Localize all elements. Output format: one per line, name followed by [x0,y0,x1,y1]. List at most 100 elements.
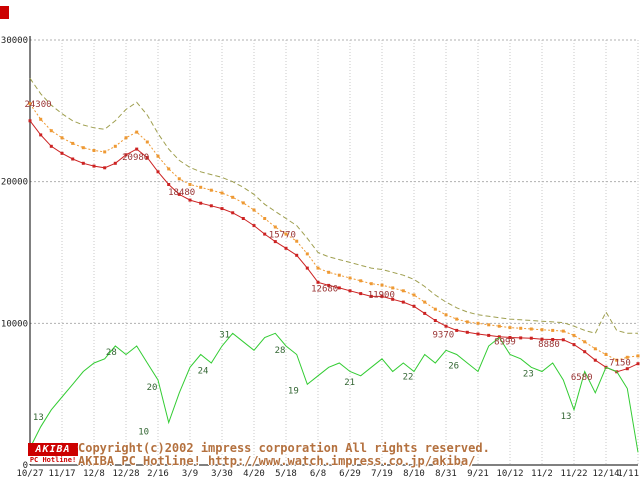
series-marker-average-price [391,286,395,290]
series-marker-average-price [284,232,288,236]
series-marker-average-price [188,183,192,186]
series-marker-average-price [60,136,64,140]
price-label: 7150 [609,359,631,369]
y-tick-label: 20000 [1,178,28,188]
series-marker-lowest-price [348,289,352,293]
series-marker-average-price [273,225,277,229]
count-label: 28 [106,348,117,358]
series-marker-average-price [359,279,363,283]
series-marker-lowest-price [220,207,224,211]
x-tick-label: 10/12 [496,469,523,479]
series-line-lowest-price [29,120,639,373]
count-label: 13 [561,412,572,422]
series-marker-average-price [433,307,437,311]
x-tick-label: 7/19 [371,469,393,479]
series-marker-average-price [540,328,544,332]
series-marker-lowest-price [316,280,320,284]
series-line-shop-count [29,332,639,453]
y-tick-label: 30000 [1,36,28,46]
series-marker-lowest-price [497,335,501,339]
series-marker-lowest-price [487,333,491,337]
series-marker-average-price [604,353,608,356]
series-marker-average-price [348,276,352,280]
akiba-logo-text: AKIBA [28,443,78,456]
series-marker-lowest-price [359,292,363,296]
x-tick-label: 3/30 [211,469,233,479]
series-marker-average-price [113,144,117,148]
series-marker-lowest-price [433,319,437,322]
series-marker-average-price [572,333,576,337]
series-line-highest-price [29,78,638,334]
series-marker-average-price [551,328,555,332]
series-marker-average-price [369,282,373,286]
series-marker-lowest-price [327,283,331,287]
akiba-logo-subtext: PC Hotline! [28,456,78,464]
y-tick-label: 0 [23,461,28,471]
series-marker-average-price [593,347,597,351]
series-marker-lowest-price [295,253,299,257]
series-marker-lowest-price [273,240,277,244]
series-marker-average-price [156,154,160,158]
series-line-average-price [29,103,639,361]
series-marker-average-price [625,355,629,359]
series-marker-lowest-price [636,362,640,366]
x-tick-label: 11/17 [48,469,75,479]
y-tick-label: 10000 [1,319,28,329]
site-url-line: AKIBA PC Hotline! http://www.watch.impre… [78,454,476,468]
series-lowest-price [28,119,640,374]
count-label: 26 [448,362,459,372]
series-marker-average-price [519,326,523,330]
series-marker-lowest-price [177,192,181,196]
series-marker-average-price [337,273,341,277]
series-marker-average-price [220,191,224,195]
series-marker-lowest-price [444,324,448,328]
series-highest-price [29,78,638,334]
x-tick-label: 6/8 [310,469,326,479]
series-marker-average-price [81,146,85,150]
series-marker-average-price [199,185,203,189]
x-tick-label: 12/8 [83,469,105,479]
series-marker-lowest-price [28,119,32,123]
series-marker-average-price [615,358,619,362]
series-marker-lowest-price [380,294,384,298]
point-labels: 24300 20980 18480 15770 12680 11900 9370 8999 88… [24,100,630,464]
axes [29,36,638,466]
series-marker-average-price [583,340,587,344]
x-tick-label: 5/18 [275,469,297,479]
price-label: 20980 [122,153,149,163]
series-marker-lowest-price [92,164,96,168]
series-marker-average-price [135,130,139,134]
corner-mark [0,6,9,19]
gridlines [29,39,639,465]
series-marker-average-price [476,321,480,325]
series-marker-average-price [209,188,213,192]
series-marker-lowest-price [412,304,416,308]
series-marker-average-price [231,195,235,199]
series-marker-lowest-price [113,161,117,165]
series-marker-average-price [39,117,43,121]
price-label: 11900 [368,290,395,300]
series-marker-average-price [316,266,320,270]
series-marker-average-price [455,317,459,321]
series-marker-lowest-price [188,198,192,202]
series-marker-average-price [561,329,565,333]
series-marker-average-price [92,149,96,152]
x-tick-label: 12/14 [592,469,619,479]
series-marker-average-price [263,217,267,220]
series-marker-average-price [295,239,299,243]
series-marker-average-price [145,140,149,144]
x-tick-label: 3/9 [182,469,198,479]
count-label: 21 [344,378,355,388]
x-tick-label: 2/16 [147,469,169,479]
series-average-price [28,102,640,362]
series-marker-lowest-price [540,337,544,341]
series-marker-lowest-price [551,338,555,341]
x-tick-label: 10/27 [16,469,43,479]
series-marker-average-price [177,177,181,181]
series-marker-lowest-price [60,151,64,155]
copyright-line: Copyright(c)2002 impress corporation All… [78,441,490,455]
price-label: 24300 [24,100,51,110]
series-marker-lowest-price [572,343,576,347]
copyright-watermark: Copyright(c)2002 impress corporation All… [78,442,490,468]
